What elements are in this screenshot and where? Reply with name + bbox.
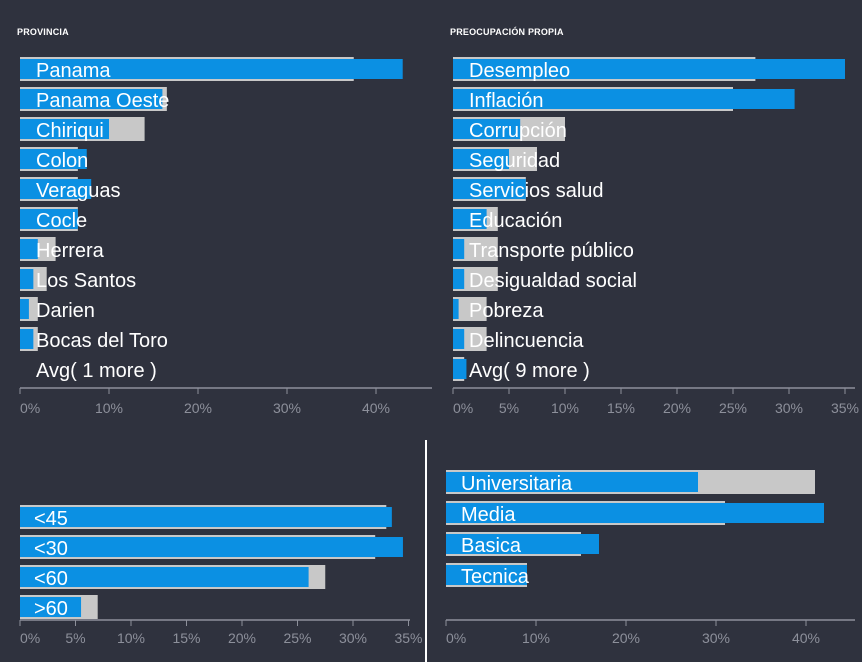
provincia-primary-bar	[20, 269, 34, 289]
provincia-category-label: Colon	[36, 150, 88, 172]
preocupacion-primary-bar	[453, 59, 845, 79]
preocupacion-primary-bar	[453, 299, 459, 319]
provincia-category-label: Cocle	[36, 210, 87, 232]
educacion-category-label: Tecnica	[461, 566, 530, 588]
preocupacion-category-label: Servicios salud	[469, 180, 604, 202]
edad-primary-bar	[20, 597, 82, 617]
preocupacion-category-label: Corrupción	[469, 120, 567, 142]
educacion-category-label: Basica	[461, 535, 522, 557]
educacion-primary-bar	[446, 472, 698, 492]
preocupacion-tick-label: 10%	[551, 400, 579, 416]
provincia-category-label: Panama	[36, 60, 111, 82]
edad-tick-label: 30%	[339, 630, 367, 646]
edad-primary-bar	[20, 537, 403, 557]
preocupacion-tick-label: 0%	[453, 400, 473, 416]
preocupacion-primary-bar	[453, 359, 467, 379]
provincia-primary-bar	[20, 299, 29, 319]
edad-category-label: <45	[34, 508, 68, 530]
edad-category-label: <60	[34, 568, 68, 590]
preocupacion-category-label: Desempleo	[469, 60, 570, 82]
educacion-primary-bar	[446, 503, 824, 523]
provincia-tick-label: 0%	[20, 400, 40, 416]
preocupacion-primary-bar	[453, 89, 795, 109]
provincia-primary-bar	[20, 59, 403, 79]
provincia-primary-bar	[20, 179, 92, 199]
preocupacion-tick-label: 35%	[831, 400, 859, 416]
preocupacion-primary-bar	[453, 239, 465, 259]
edad-tick-label: 10%	[117, 630, 145, 646]
provincia-primary-bar	[20, 239, 38, 259]
panel-title-provincia: PROVINCIA	[17, 27, 69, 37]
edad-tick-label: 5%	[65, 630, 85, 646]
panel-title-preocupacion: PREOCUPACIÓN PROPIA	[450, 27, 564, 37]
provincia-tick-label: 40%	[362, 400, 390, 416]
edad-tick-label: 35%	[394, 630, 422, 646]
provincia-primary-bar	[20, 149, 87, 169]
edad-tick-label: 25%	[283, 630, 311, 646]
preocupacion-primary-bar	[453, 179, 526, 199]
preocupacion-primary-bar	[453, 119, 521, 139]
educacion-tick-label: 20%	[612, 630, 640, 646]
provincia-primary-bar	[20, 119, 109, 139]
preocupacion-tick-label: 15%	[607, 400, 635, 416]
provincia-tick-label: 10%	[95, 400, 123, 416]
educacion-tick-label: 10%	[522, 630, 550, 646]
preocupacion-category-label: Seguridad	[469, 150, 560, 172]
provincia-category-label: Los Santos	[36, 270, 136, 292]
educacion-tick-label: 30%	[702, 630, 730, 646]
educacion-category-label: Media	[461, 504, 516, 526]
provincia-category-label: Darien	[36, 300, 95, 322]
preocupacion-tick-label: 5%	[499, 400, 519, 416]
edad-category-label: <30	[34, 538, 68, 560]
preocupacion-primary-bar	[453, 149, 509, 169]
educacion-primary-bar	[446, 534, 599, 554]
preocupacion-category-label: Inflación	[469, 90, 544, 112]
preocupacion-category-label: Educación	[469, 210, 562, 232]
provincia-category-label: Panama Oeste	[36, 90, 169, 112]
educacion-primary-bar	[446, 565, 527, 585]
preocupacion-category-label: Transporte público	[469, 240, 634, 262]
preocupacion-primary-bar	[453, 329, 465, 349]
preocupacion-tick-label: 30%	[775, 400, 803, 416]
preocupacion-category-label: Delincuencia	[469, 330, 584, 352]
edad-primary-bar	[20, 507, 392, 527]
edad-category-label: >60	[34, 598, 68, 620]
provincia-primary-bar	[20, 209, 78, 229]
preocupacion-category-label: Avg( 9 more )	[469, 360, 590, 382]
educacion-tick-label: 40%	[792, 630, 820, 646]
edad-tick-label: 0%	[20, 630, 40, 646]
preocupacion-tick-label: 20%	[663, 400, 691, 416]
educacion-category-label: Universitaria	[461, 473, 573, 495]
educacion-tick-label: 0%	[446, 630, 466, 646]
preocupacion-tick-label: 25%	[719, 400, 747, 416]
provincia-category-label: Veraguas	[36, 180, 121, 202]
provincia-tick-label: 20%	[184, 400, 212, 416]
panel-divider	[425, 440, 427, 662]
preocupacion-category-label: Desigualdad social	[469, 270, 637, 292]
preocupacion-primary-bar	[453, 269, 465, 289]
provincia-category-label: Chiriqui	[36, 120, 104, 142]
provincia-category-label: Herrera	[36, 240, 105, 262]
provincia-tick-label: 30%	[273, 400, 301, 416]
preocupacion-category-label: Pobreza	[469, 300, 544, 322]
provincia-primary-bar	[20, 89, 163, 109]
edad-primary-bar	[20, 567, 309, 587]
provincia-category-label: Bocas del Toro	[36, 330, 168, 352]
provincia-category-label: Avg( 1 more )	[36, 360, 157, 382]
provincia-primary-bar	[20, 329, 34, 349]
edad-tick-label: 20%	[228, 630, 256, 646]
preocupacion-primary-bar	[453, 209, 487, 229]
edad-tick-label: 15%	[172, 630, 200, 646]
